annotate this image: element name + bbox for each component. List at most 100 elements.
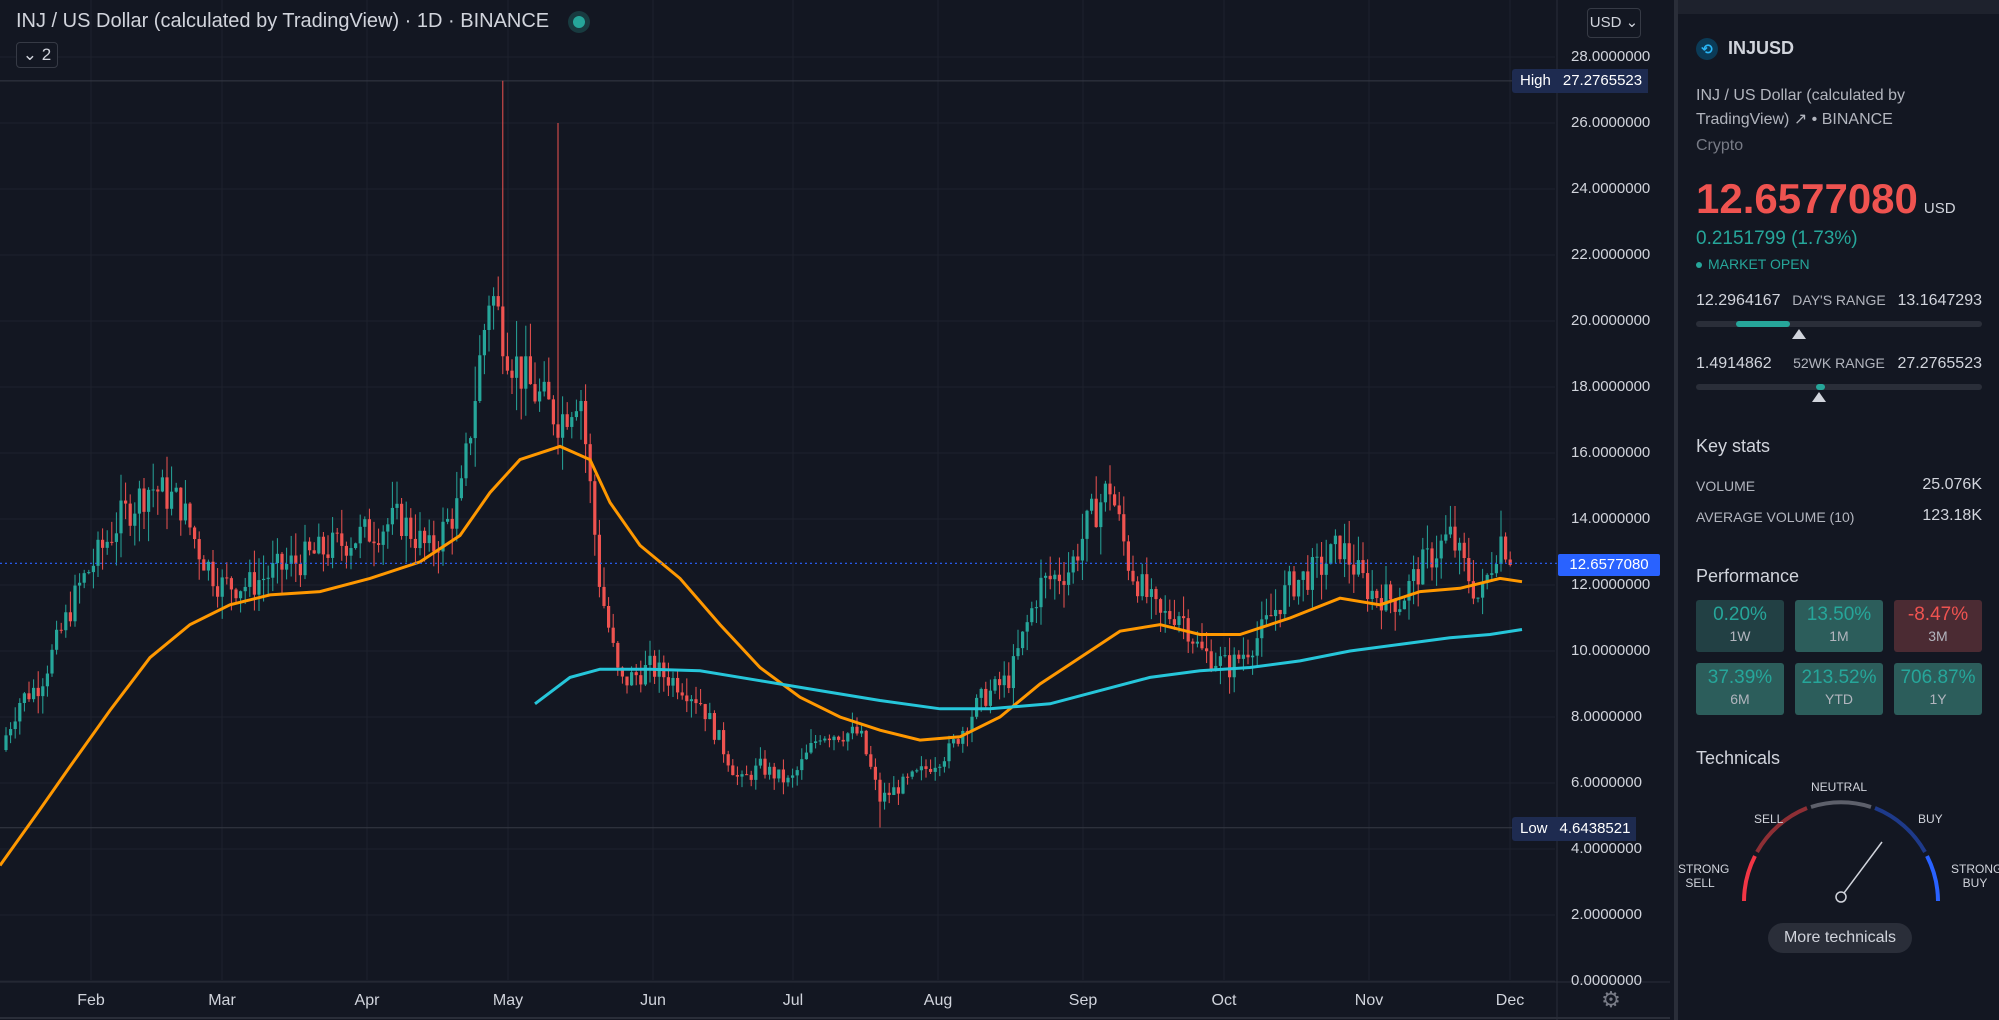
days-range-fill [1736,321,1791,327]
candle-body [855,726,859,734]
price-chart[interactable] [0,0,1670,1020]
symbol-sidebar: ⟲ INJUSD INJ / US Dollar (calculated by T… [1674,0,1999,1020]
candle-body [1402,600,1406,610]
performance-period: 1Y [1929,691,1947,707]
candle-body [1444,534,1448,541]
candle-body [1504,536,1508,560]
candle-body [211,561,215,587]
candle-body [1223,655,1227,657]
candle-body [1062,581,1066,585]
time-tick-label: Dec [1495,992,1525,1009]
candle-body [965,730,969,732]
candle-body [1067,572,1071,585]
ma-slow-line [534,628,1523,711]
market-status: MARKET OPEN [1696,256,1810,272]
price-value: 12.6577080 [1696,175,1918,222]
candle-body [818,740,822,742]
candle-body [952,739,956,744]
candle-body [933,767,937,772]
price-tick-label: 4.0000000 [1571,840,1642,857]
candle-body [257,580,261,595]
performance-period: 1W [1729,628,1751,644]
performance-cell-ytd: 213.52% YTD [1795,663,1883,715]
candle-body [188,503,192,528]
candle-body [528,356,532,385]
description-line-2[interactable]: TradingView) ↗ • BINANCE [1696,111,1893,128]
days-range-high: 13.1647293 [1897,292,1982,309]
candle-body [1315,556,1319,558]
candle-body [823,738,827,741]
candle-body [114,533,118,542]
key-stats-title: Key stats [1696,436,1771,456]
more-technicals-button[interactable]: More technicals [1768,923,1912,953]
gear-icon[interactable]: ⚙ [1601,987,1621,1012]
candle-body [202,559,206,571]
candle-body [565,414,569,427]
candle-body [1149,589,1153,597]
currency-label: USD [1589,14,1622,31]
performance-value: 706.87% [1900,667,1976,688]
candle-body [1421,549,1425,585]
candle-body [1122,514,1126,542]
price-currency: USD [1923,200,1956,217]
candle-body [1347,543,1351,565]
gauge-strong-buy-label: STRONG BUY [1951,862,1999,890]
candle-body [837,736,841,740]
candle-body [998,679,1002,686]
candle-body [1232,654,1236,678]
candle-body [611,627,615,643]
symbol-title[interactable]: INJ / US Dollar (calculated by TradingVi… [16,10,550,32]
price-tick-label: 28.0000000 [1571,48,1651,65]
symbol-header[interactable]: ⟲ INJUSD [1696,38,1794,61]
gauge-arc-buy [1874,806,1927,853]
time-tick-label: Aug [923,992,953,1009]
candle-body [722,730,726,755]
strong-sell-line2: SELL [1685,876,1715,890]
candle-body [616,642,620,668]
candle-body [602,586,606,606]
low-value: 4.6438521 [1555,817,1637,841]
candle-body [1356,560,1360,575]
candle-body [239,591,243,599]
candle-body [1048,575,1052,580]
candle-body [390,507,394,525]
chart-area[interactable]: INJ / US Dollar (calculated by TradingVi… [0,0,1670,1020]
candle-body [423,530,427,544]
time-tick-label: Oct [1211,992,1237,1009]
candle-body [367,519,371,542]
candle-body [906,776,910,778]
candle-body [1099,502,1103,528]
candle-body [160,477,164,492]
price-tick-label: 24.0000000 [1571,180,1651,197]
candle-body [165,477,169,509]
candle-body [1186,618,1190,642]
candle-body [1430,548,1434,568]
collapse-indicators-button[interactable]: ⌄ 2 [16,42,58,68]
candle-body [1278,609,1282,615]
candle-body [1007,675,1011,689]
candle-body [800,759,804,771]
candle-body [924,766,928,769]
candle-body [400,503,404,536]
currency-button[interactable]: USD ⌄ [1587,8,1641,38]
gauge-pivot [1835,891,1847,903]
candle-body [381,531,385,545]
candle-body [726,754,730,766]
candle-body [524,356,528,389]
candle-body [1251,655,1255,658]
candle-body [1131,570,1135,582]
technicals-title: Technicals [1696,748,1781,768]
ma-fast-line [0,444,1523,867]
candle-body [804,752,808,760]
market-status-icon [572,15,585,28]
candle-body [96,539,100,566]
technicals-gauge[interactable] [1678,780,1999,910]
candle-body [1310,557,1314,590]
days-range-low: 12.2964167 [1696,292,1781,309]
candle-body [271,563,275,578]
candle-body [1094,498,1098,528]
candle-body [561,414,565,438]
candle-body [1384,584,1388,611]
candle-body [41,686,45,697]
time-tick-label: Feb [77,992,105,1009]
